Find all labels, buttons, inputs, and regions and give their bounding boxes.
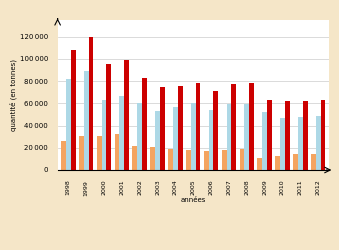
Bar — [79, 136, 84, 170]
Bar — [66, 79, 71, 170]
Bar — [155, 111, 160, 170]
Bar — [88, 37, 94, 170]
Bar — [209, 110, 214, 170]
Bar — [106, 64, 111, 170]
Bar — [316, 116, 321, 170]
Bar — [214, 91, 218, 170]
Bar — [115, 134, 119, 170]
X-axis label: années: années — [181, 197, 206, 203]
Bar — [262, 112, 267, 170]
Bar — [102, 100, 106, 170]
Bar — [226, 104, 231, 170]
Bar — [303, 101, 307, 170]
Bar — [244, 104, 249, 170]
Bar — [204, 151, 209, 170]
Bar — [267, 100, 272, 170]
Bar — [311, 154, 316, 170]
Bar — [275, 156, 280, 170]
Bar — [168, 149, 173, 170]
Bar — [84, 71, 88, 170]
Bar — [97, 136, 102, 170]
Bar — [137, 103, 142, 170]
Bar — [124, 60, 129, 170]
Bar — [160, 87, 165, 170]
Bar — [71, 50, 76, 170]
Legend: cuivre et soufre, produits de synthèse, total: cuivre et soufre, produits de synthèse, … — [104, 247, 283, 250]
Bar — [186, 150, 191, 170]
Bar — [178, 86, 183, 170]
Bar — [196, 83, 200, 170]
Bar — [119, 96, 124, 170]
Bar — [191, 103, 196, 170]
Bar — [280, 118, 285, 170]
Bar — [285, 101, 290, 170]
Bar — [257, 158, 262, 170]
Bar — [293, 154, 298, 170]
Bar — [173, 107, 178, 170]
Bar — [142, 78, 147, 170]
Bar — [231, 84, 236, 170]
Bar — [133, 146, 137, 170]
Bar — [298, 117, 303, 170]
Bar — [222, 150, 226, 170]
Bar — [321, 100, 325, 170]
Bar — [249, 83, 254, 170]
Bar — [240, 149, 244, 170]
Bar — [150, 147, 155, 170]
Bar — [61, 141, 66, 170]
Y-axis label: quantité (en tonnes): quantité (en tonnes) — [9, 59, 17, 131]
